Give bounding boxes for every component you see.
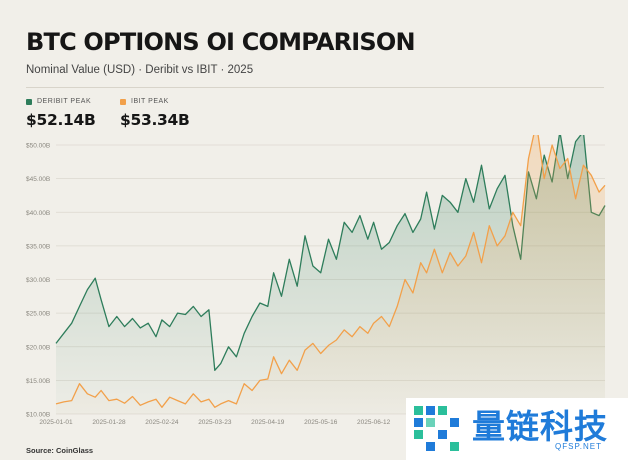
- y-tick-label: $20.00B: [26, 344, 50, 351]
- y-tick-label: $30.00B: [26, 277, 50, 284]
- ibit-legend-swatch: [120, 98, 126, 105]
- deribit-stat: DERIBIT PEAK $52.14B: [26, 98, 96, 129]
- ibit-area: [56, 135, 605, 414]
- y-tick-label: $10.00B: [26, 412, 50, 419]
- x-tick-label: 2025-05-16: [304, 419, 338, 426]
- deribit-stat-label: DERIBIT PEAK: [37, 98, 92, 105]
- watermark-url: QFSP.NET: [555, 442, 602, 451]
- x-tick-label: 2025-01-28: [92, 419, 126, 426]
- ibit-stat-label: IBIT PEAK: [131, 98, 169, 105]
- deribit-legend-swatch: [26, 98, 32, 105]
- x-tick-label: 2025-04-19: [251, 419, 285, 426]
- y-tick-label: $45.00B: [26, 176, 50, 183]
- x-tick-label: 2025-03-23: [198, 419, 232, 426]
- deribit-stat-label-row: DERIBIT PEAK: [26, 98, 96, 105]
- header-divider: [26, 87, 604, 88]
- x-tick-label: 2025-06-12: [357, 419, 391, 426]
- y-tick-label: $40.00B: [26, 210, 50, 217]
- deribit-stat-value: $52.14B: [26, 111, 96, 129]
- y-tick-label: $15.00B: [26, 378, 50, 385]
- ibit-stat: IBIT PEAK $53.34B: [120, 98, 190, 129]
- oi-chart: $10.00B $15.00B $20.00B $25.00B $30.00B $35.0…: [26, 135, 606, 426]
- watermark-panel: [406, 398, 628, 460]
- ibit-stat-label-row: IBIT PEAK: [120, 98, 190, 105]
- y-tick-label: $35.00B: [26, 243, 50, 250]
- y-tick-label: $50.00B: [26, 143, 50, 150]
- source-note: Source: CoinGlass: [26, 446, 94, 455]
- watermark-text: 量链科技: [472, 407, 608, 446]
- chart-title: BTC OPTIONS OI COMPARISON: [26, 28, 416, 56]
- chart-subtitle: Nominal Value (USD) · Deribit vs IBIT · …: [26, 64, 254, 76]
- x-tick-label: 2025-02-24: [145, 419, 179, 426]
- ibit-series-line: [55, 135, 606, 408]
- ibit-stat-value: $53.34B: [120, 111, 190, 129]
- watermark-logo-icon: [414, 406, 459, 451]
- y-tick-label: $25.00B: [26, 311, 50, 318]
- x-tick-label: 2025-01-01: [39, 419, 73, 426]
